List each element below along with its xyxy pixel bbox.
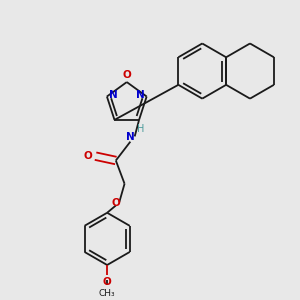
Text: O: O xyxy=(103,277,112,286)
Text: O: O xyxy=(112,198,120,208)
Text: N: N xyxy=(126,132,135,142)
Text: O: O xyxy=(83,151,92,161)
Text: CH₃: CH₃ xyxy=(99,289,116,298)
Text: O: O xyxy=(122,70,131,80)
Text: N: N xyxy=(109,90,118,100)
Text: H: H xyxy=(137,124,144,134)
Text: N: N xyxy=(136,90,144,100)
